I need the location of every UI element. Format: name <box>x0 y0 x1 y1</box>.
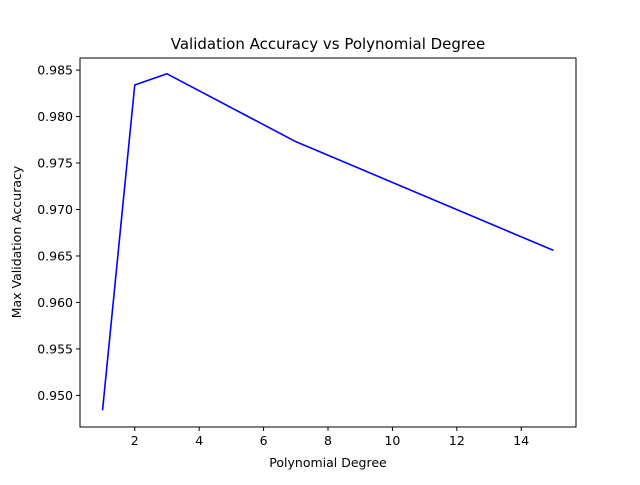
x-axis-ticks: 2 4 6 8 10 12 14 <box>131 427 529 448</box>
chart-title: Validation Accuracy vs Polynomial Degree <box>171 35 485 53</box>
plot-area <box>80 58 576 427</box>
x-tick-label: 4 <box>195 433 203 448</box>
y-axis-ticks: 0.950 0.955 0.960 0.965 0.970 0.975 0.980 0.985 <box>37 63 80 403</box>
y-tick-label: 0.955 <box>37 341 73 356</box>
y-tick-label: 0.970 <box>37 202 73 217</box>
y-axis-title: Max Validation Accuracy <box>9 165 24 318</box>
series-layer <box>101 73 554 411</box>
y-tick-label: 0.965 <box>37 248 73 263</box>
y-tick-label: 0.980 <box>37 109 73 124</box>
x-tick-label: 6 <box>260 433 268 448</box>
x-tick-label: 10 <box>384 433 400 448</box>
series-line-0 <box>101 73 554 411</box>
y-tick-label: 0.960 <box>37 295 73 310</box>
y-tick-label: 0.975 <box>37 156 73 171</box>
x-tick-label: 12 <box>449 433 465 448</box>
x-tick-label: 14 <box>513 433 529 448</box>
x-tick-label: 8 <box>324 433 332 448</box>
x-tick-label: 2 <box>131 433 139 448</box>
x-axis-title: Polynomial Degree <box>269 455 387 470</box>
y-tick-label: 0.950 <box>37 388 73 403</box>
y-tick-label: 0.985 <box>37 63 73 78</box>
